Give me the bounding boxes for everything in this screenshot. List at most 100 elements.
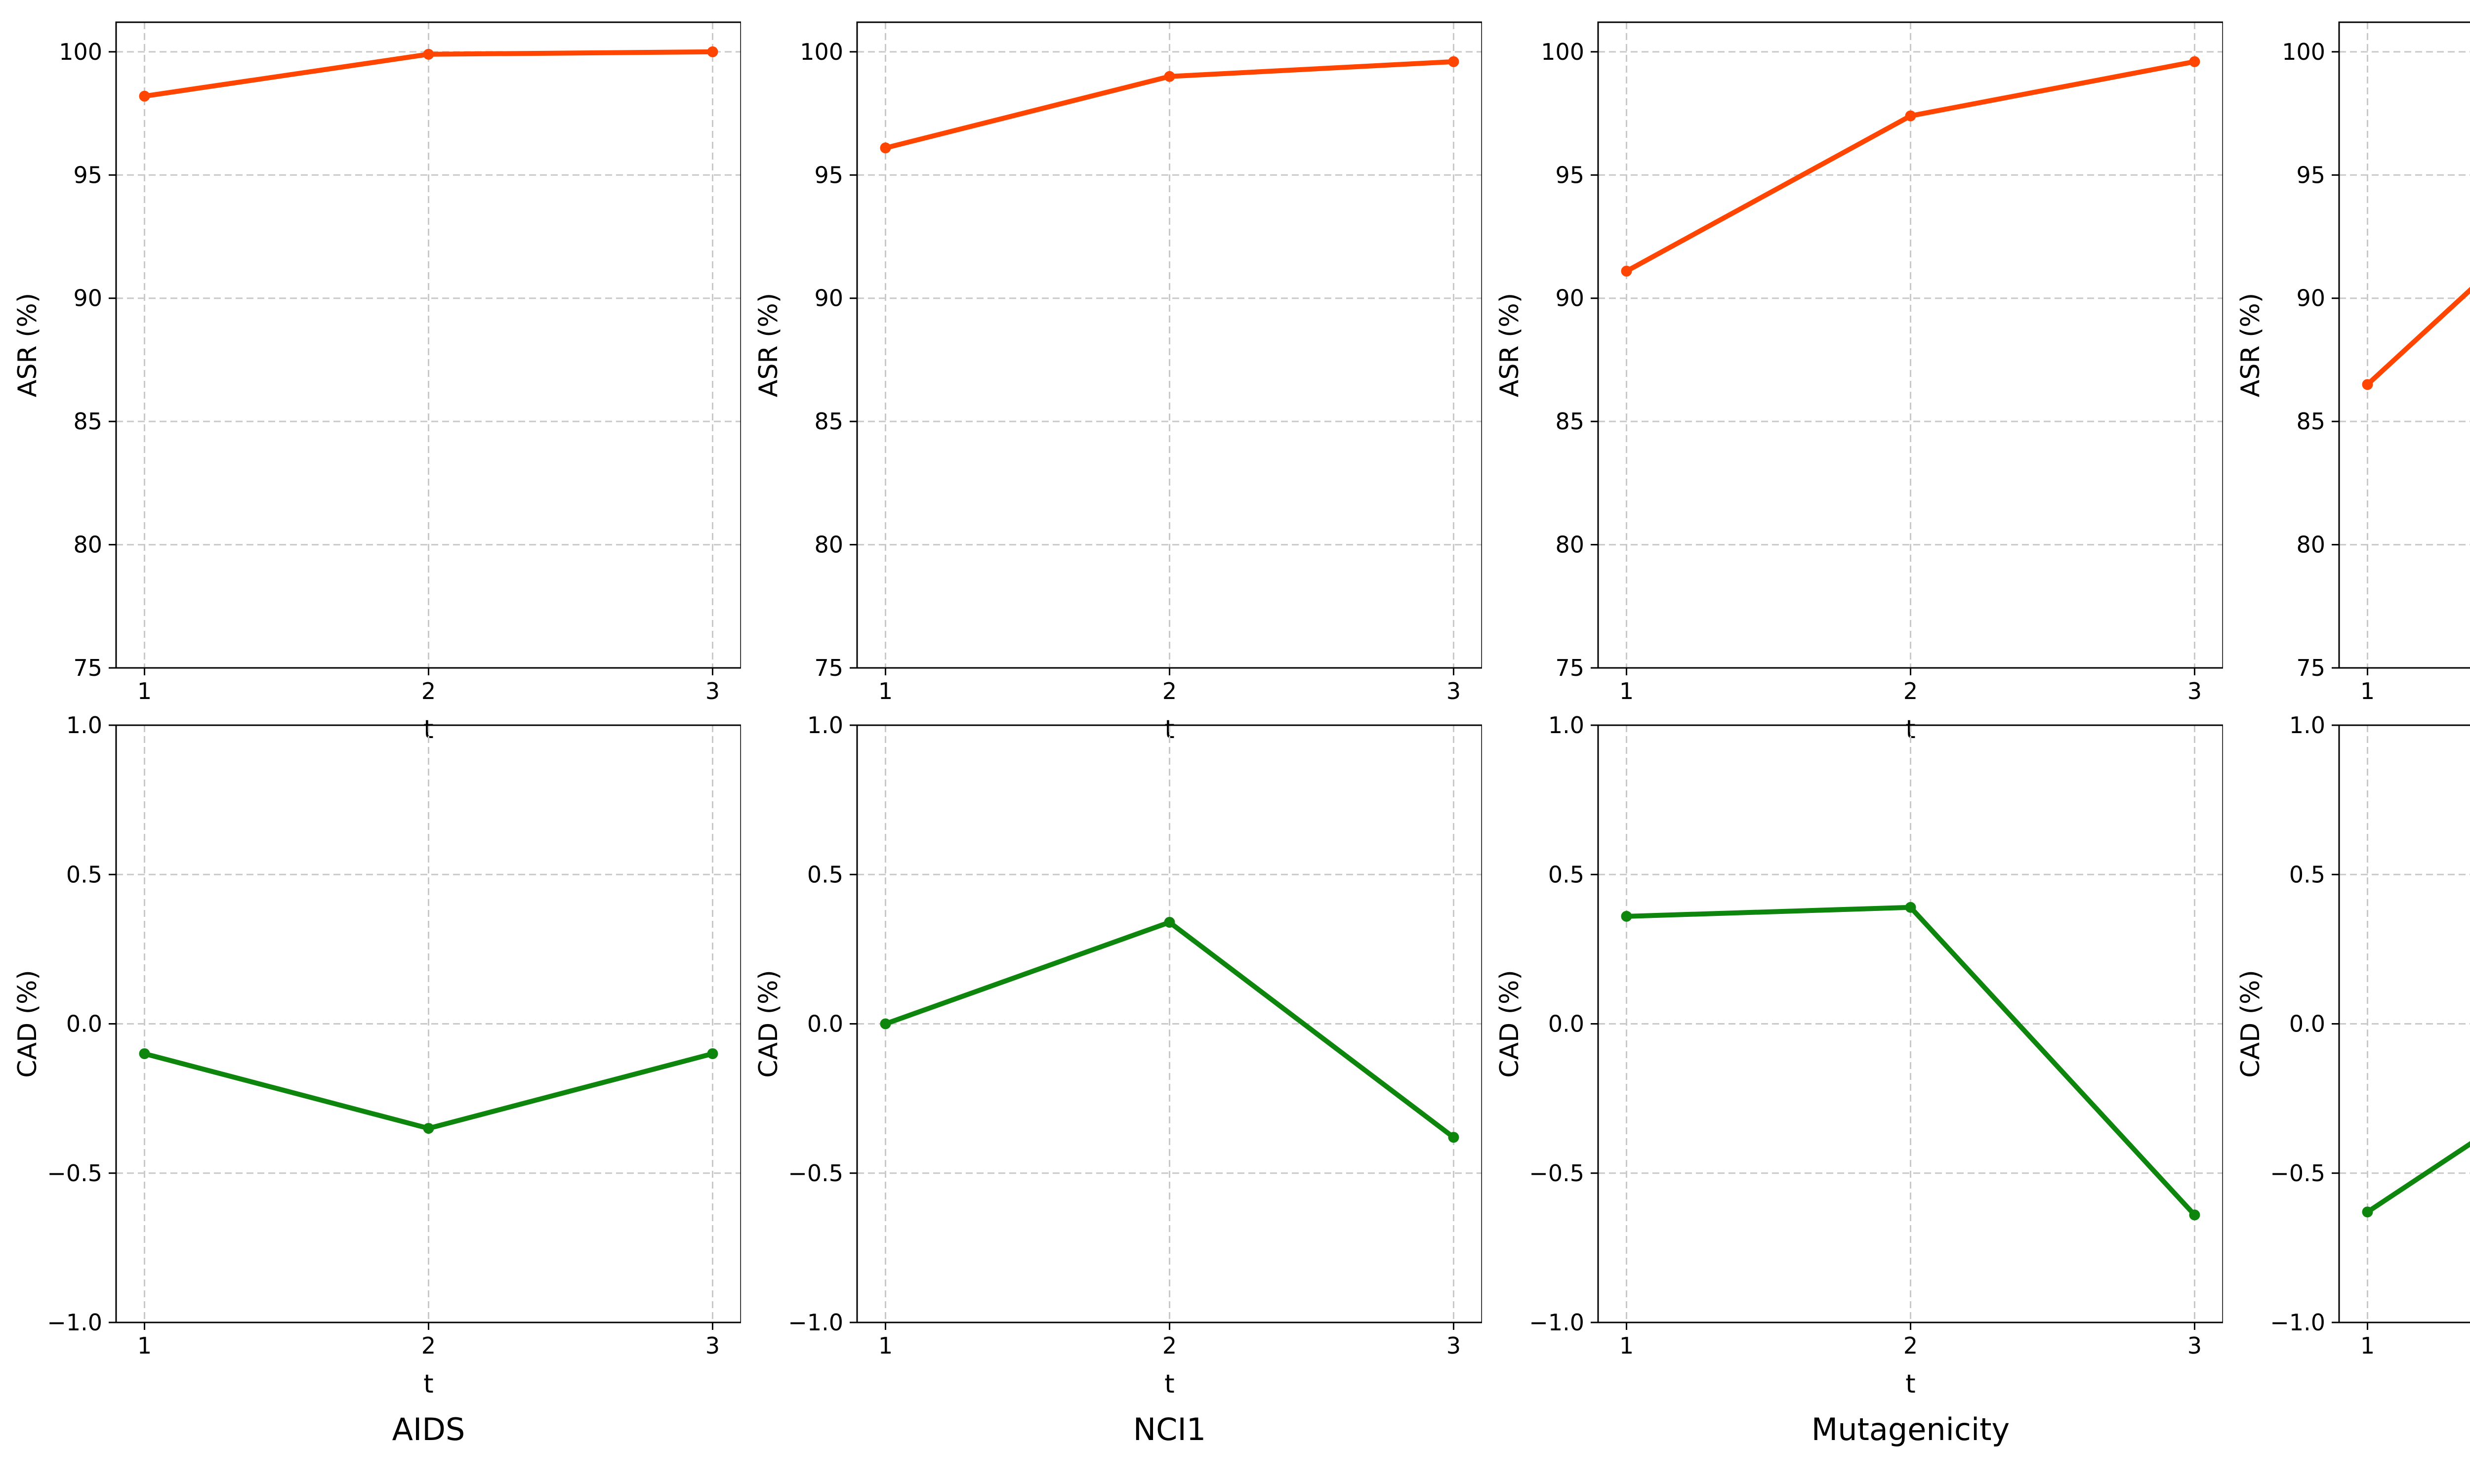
y-tick-label: 0.5 — [66, 861, 102, 888]
y-tick-label: 75 — [1555, 655, 1584, 681]
y-tick-label: 85 — [73, 408, 102, 435]
y-axis-label: CAD (%) — [1495, 970, 1524, 1077]
y-tick-label: 100 — [59, 39, 102, 65]
y-tick-label: 85 — [814, 408, 843, 435]
x-tick-label: 2 — [1903, 1332, 1918, 1359]
x-axis-label: t — [1164, 1369, 1174, 1399]
y-tick-label: 80 — [814, 532, 843, 558]
x-tick-label: 2 — [1903, 678, 1918, 704]
y-tick-label: 0.5 — [807, 861, 843, 888]
y-tick-label: 1.0 — [66, 712, 102, 739]
x-tick-label: 3 — [705, 678, 720, 704]
y-tick-label: 80 — [2296, 532, 2325, 558]
data-point-marker — [1905, 902, 1916, 913]
y-tick-label: 0.0 — [1548, 1011, 1584, 1037]
y-tick-label: −0.5 — [1529, 1160, 1584, 1187]
data-point-marker — [2189, 56, 2200, 67]
y-tick-label: 95 — [73, 162, 102, 188]
y-tick-label: 90 — [814, 285, 843, 312]
y-axis-label: CAD (%) — [2236, 970, 2265, 1077]
grid-lines — [116, 725, 741, 1322]
x-tick-label: 2 — [1162, 1332, 1177, 1359]
y-axis-label: ASR (%) — [2236, 293, 2265, 397]
data-point-marker — [1164, 917, 1175, 928]
x-axis-label: t — [423, 1369, 433, 1399]
y-tick-label: 75 — [73, 655, 102, 681]
data-point-marker — [880, 142, 891, 153]
x-tick-label: 3 — [705, 1332, 720, 1359]
x-tick-label: 3 — [2187, 678, 2202, 704]
data-point-marker — [707, 46, 718, 57]
dataset-label-AIDS: AIDS — [392, 1411, 465, 1447]
y-tick-label: −1.0 — [47, 1309, 102, 1336]
x-tick-label: 1 — [878, 1332, 893, 1359]
x-tick-label: 3 — [2187, 1332, 2202, 1359]
y-tick-label: 80 — [1555, 532, 1584, 558]
data-point-marker — [423, 49, 434, 60]
x-tick-label: 3 — [1446, 1332, 1461, 1359]
x-tick-label: 1 — [2360, 678, 2375, 704]
y-tick-label: 85 — [1555, 408, 1584, 435]
y-axis-label: CAD (%) — [13, 970, 42, 1077]
x-axis-label: t — [1905, 1369, 1915, 1399]
dataset-label-Mutagenicity: Mutagenicity — [1811, 1411, 2010, 1447]
dataset-label-NCI1: NCI1 — [1133, 1411, 1206, 1447]
cad-chart-Mutagenicity: −1.0 −0.5 0.0 0.5 1.0 1 2 3 CAD (%) t — [1495, 712, 2223, 1399]
data-point-marker — [1448, 56, 1459, 67]
y-tick-label: 0.5 — [2289, 861, 2325, 888]
y-tick-label: 1.0 — [807, 712, 843, 739]
y-tick-label: 95 — [2296, 162, 2325, 188]
y-tick-label: −0.5 — [788, 1160, 843, 1187]
data-point-marker — [423, 1123, 434, 1134]
x-tick-label: 2 — [1162, 678, 1177, 704]
y-tick-label: 95 — [1555, 162, 1584, 188]
y-tick-label: 85 — [2296, 408, 2325, 435]
data-point-marker — [2362, 1206, 2373, 1217]
grid-lines — [857, 22, 1482, 668]
y-tick-label: 100 — [800, 39, 843, 65]
y-tick-label: −0.5 — [47, 1160, 102, 1187]
y-tick-label: 90 — [73, 285, 102, 312]
y-tick-label: 0.0 — [66, 1011, 102, 1037]
y-tick-label: 1.0 — [1548, 712, 1584, 739]
data-point-marker — [1448, 1132, 1459, 1143]
data-point-marker — [139, 1048, 150, 1059]
axes-frame: −1.0 −0.5 0.0 0.5 1.0 1 2 3 — [1529, 712, 2223, 1359]
data-point-marker — [1164, 71, 1175, 82]
series-line — [2368, 830, 2470, 1212]
y-tick-label: 90 — [1555, 285, 1584, 312]
x-tick-label: 2 — [421, 678, 436, 704]
y-tick-label: 1.0 — [2289, 712, 2325, 739]
data-point-marker — [880, 1019, 891, 1030]
y-tick-label: 95 — [814, 162, 843, 188]
y-tick-label: −1.0 — [1529, 1309, 1584, 1336]
y-tick-label: 0.5 — [1548, 861, 1584, 888]
x-tick-label: 1 — [1619, 1332, 1634, 1359]
y-tick-label: −1.0 — [788, 1309, 843, 1336]
grid-lines — [2339, 725, 2470, 1322]
y-tick-label: 80 — [73, 532, 102, 558]
grid-lines — [116, 22, 741, 668]
y-axis-label: CAD (%) — [754, 970, 783, 1077]
y-tick-label: 75 — [2296, 655, 2325, 681]
y-axis-label: ASR (%) — [13, 293, 42, 397]
grid-lines — [1598, 725, 2223, 1322]
y-axis-label: ASR (%) — [1495, 293, 1524, 397]
y-tick-label: −1.0 — [2270, 1309, 2325, 1336]
